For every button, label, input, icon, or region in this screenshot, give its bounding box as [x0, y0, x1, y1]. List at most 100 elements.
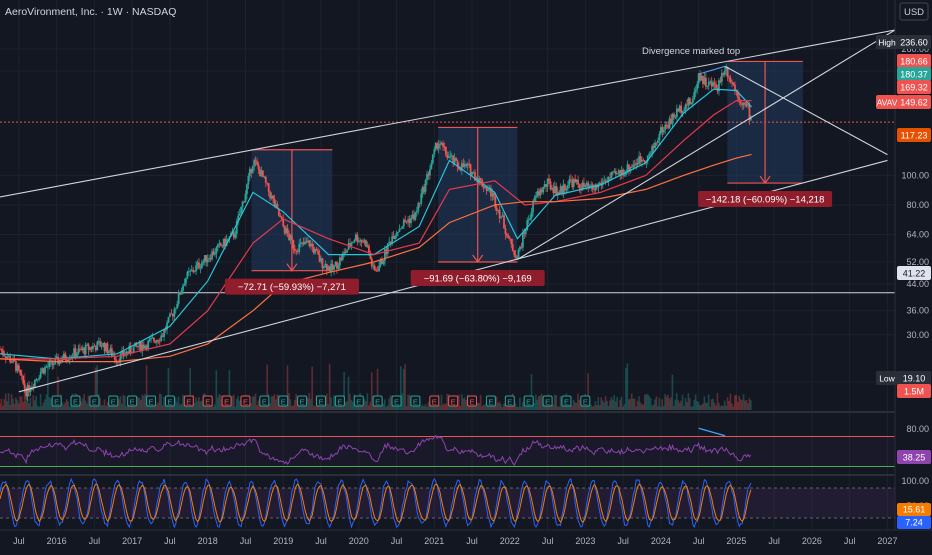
- candle-body: [449, 155, 452, 157]
- earnings-marker[interactable]: [240, 395, 251, 407]
- volume-bar: [716, 393, 719, 410]
- candle-body: [415, 210, 418, 213]
- earnings-marker[interactable]: [334, 395, 345, 407]
- volume-bar: [559, 395, 562, 410]
- volume-bar: [388, 398, 390, 410]
- earnings-marker[interactable]: [108, 395, 119, 407]
- earnings-marker[interactable]: [315, 395, 326, 407]
- candle-body: [479, 178, 482, 180]
- earnings-marker[interactable]: [448, 395, 459, 407]
- earnings-marker[interactable]: [372, 395, 383, 407]
- candle-body: [322, 267, 325, 268]
- earnings-marker[interactable]: [183, 395, 194, 407]
- candle-body: [628, 164, 630, 172]
- volume-bar: [115, 406, 117, 410]
- volume-bar: [325, 393, 328, 410]
- volume-bar: [622, 406, 624, 410]
- volume-bar: [254, 393, 257, 410]
- rsi-pane[interactable]: [0, 427, 895, 467]
- volume-bar: [26, 398, 29, 410]
- earnings-marker[interactable]: [429, 395, 440, 407]
- earnings-marker[interactable]: [504, 395, 515, 407]
- earnings-marker[interactable]: [127, 395, 138, 407]
- earnings-marker[interactable]: [51, 395, 62, 407]
- volume-bar: [336, 406, 338, 410]
- volume-bar: [569, 404, 572, 410]
- volume-bar: [16, 400, 19, 410]
- time-axis[interactable]: Jul 2016 Jul 2017 Jul 2018 Jul 2019 Jul 2020 Jul 20…: [0, 529, 932, 550]
- volume-bar: [720, 405, 723, 410]
- volume-bar: [199, 401, 202, 410]
- candle-body: [32, 386, 35, 388]
- stoch-pane[interactable]: [0, 477, 895, 529]
- candle-body: [304, 241, 306, 245]
- candle-body: [664, 124, 667, 131]
- candle-body: [7, 355, 10, 357]
- candle-body: [190, 269, 193, 271]
- candle-body: [741, 103, 744, 106]
- earnings-marker[interactable]: [523, 395, 534, 407]
- price-axis[interactable]: 260.00220.00100.0080.0064.0052.0044.0036…: [876, 0, 932, 530]
- earnings-marker[interactable]: [164, 395, 175, 407]
- volume-bar: [139, 399, 142, 410]
- volume-bar: [732, 406, 735, 410]
- volume-bar: [459, 405, 462, 410]
- candle-body: [354, 234, 357, 241]
- currency-button[interactable]: [899, 2, 929, 21]
- volume-bar: [642, 404, 645, 410]
- earnings-marker-label: E: [394, 398, 399, 407]
- earnings-marker[interactable]: [278, 395, 289, 407]
- candle-body: [646, 155, 649, 162]
- volume-bar: [124, 395, 126, 410]
- volume-bar: [99, 398, 101, 410]
- volume-bar: [516, 406, 518, 410]
- volume-bar: [427, 402, 430, 410]
- candle-body: [706, 85, 709, 87]
- candle-body: [170, 313, 173, 315]
- candle-body: [386, 243, 389, 254]
- time-tick-label: 2024: [651, 536, 671, 546]
- earnings-marker[interactable]: [391, 395, 402, 407]
- candle-body: [504, 228, 507, 235]
- earnings-marker[interactable]: [202, 395, 213, 407]
- volume-bar: [200, 400, 203, 410]
- earnings-marker[interactable]: [542, 395, 553, 407]
- earnings-marker[interactable]: [353, 395, 364, 407]
- candle-body: [673, 113, 675, 118]
- moving-average-line: [0, 153, 752, 363]
- price-marker: [897, 54, 931, 68]
- volume-bar: [160, 394, 162, 410]
- earnings-marker[interactable]: [580, 395, 591, 407]
- volume-bar: [12, 398, 14, 410]
- candle-body: [238, 213, 241, 216]
- candle-body: [334, 262, 337, 266]
- candle-body: [246, 184, 248, 195]
- price-tick-label: 44.00: [906, 279, 929, 289]
- candle-body: [173, 309, 176, 317]
- earnings-marker[interactable]: [221, 395, 232, 407]
- volume-bar: [465, 399, 467, 410]
- candle-body: [360, 240, 363, 242]
- volume-bar: [35, 395, 38, 410]
- volume-bar: [651, 405, 653, 410]
- volume-bar: [138, 397, 141, 410]
- earnings-marker[interactable]: [146, 395, 157, 407]
- candle-body: [414, 212, 417, 220]
- earnings-marker[interactable]: [485, 395, 496, 407]
- earnings-marker[interactable]: [259, 395, 270, 407]
- earnings-marker[interactable]: [467, 395, 478, 407]
- volume-bar: [193, 402, 196, 410]
- earnings-marker[interactable]: [410, 395, 421, 407]
- volume-bar: [635, 406, 637, 410]
- earnings-marker[interactable]: [89, 395, 100, 407]
- earnings-marker-label: E: [149, 398, 154, 407]
- earnings-marker[interactable]: [561, 395, 572, 407]
- earnings-marker[interactable]: [297, 395, 308, 407]
- volume-bar: [744, 400, 746, 410]
- earnings-marker[interactable]: [70, 395, 81, 407]
- volume-bar: [19, 396, 22, 410]
- candle-body: [253, 160, 256, 166]
